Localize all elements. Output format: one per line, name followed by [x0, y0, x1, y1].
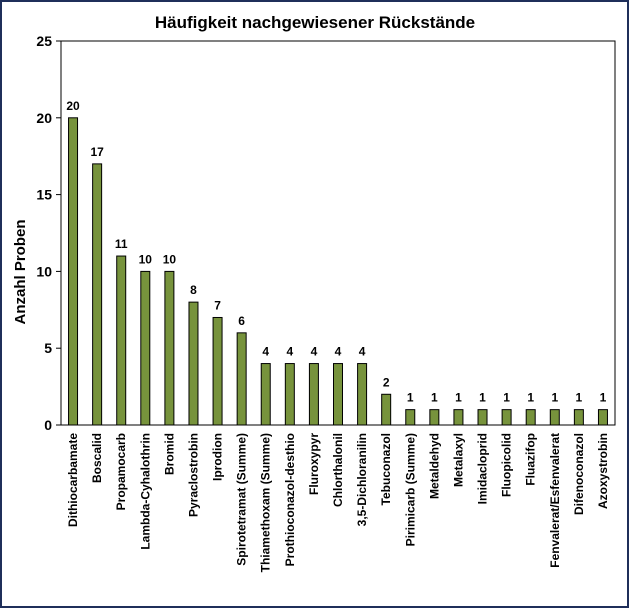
bar: [357, 363, 368, 426]
bar: [573, 409, 584, 426]
y-axis-label: Anzahl Proben: [12, 219, 29, 324]
bar: [405, 409, 416, 426]
data-label: 4: [286, 345, 293, 359]
bar: [68, 117, 79, 426]
x-tick-label: Prothioconazol-desthio: [283, 433, 297, 566]
bar: [597, 409, 608, 426]
bar: [333, 363, 343, 426]
x-tick-label: Thiamethoxam (Summe): [259, 433, 273, 572]
x-tick-label: Propamocarb: [114, 433, 128, 510]
y-tick-label: 25: [36, 33, 52, 49]
x-tick-label: Bromid: [162, 433, 176, 475]
data-label: 1: [407, 391, 414, 405]
bar: [284, 363, 295, 426]
x-tick-label: Spirotetramat (Summe): [235, 433, 249, 566]
x-tick-label: Tebuconazol: [379, 433, 393, 505]
bar: [549, 409, 560, 426]
bar: [381, 393, 392, 426]
bar: [92, 163, 103, 426]
bar: [188, 301, 199, 426]
data-label: 10: [139, 252, 153, 266]
data-label: 1: [551, 391, 558, 405]
data-label: 10: [163, 252, 177, 266]
x-tick-label: Metalaxyl: [451, 433, 465, 487]
x-tick-label: Fenvalerat/Esfenvalerat: [548, 433, 562, 568]
data-label: 4: [262, 345, 269, 359]
data-label: 6: [238, 314, 245, 328]
bar: [477, 409, 488, 426]
x-tick-label: Lambda-Cyhalothrin: [138, 433, 152, 550]
bar: [212, 316, 223, 426]
data-label: 4: [335, 345, 342, 359]
x-tick-label: Imidacloprid: [476, 433, 490, 504]
bar: [525, 409, 536, 426]
data-label: 1: [479, 391, 486, 405]
bar: [164, 270, 175, 426]
bar: [236, 332, 247, 426]
x-tick-label: Pirimicarb (Summe): [403, 433, 417, 546]
y-tick-label: 10: [36, 263, 52, 279]
plot-area: 051015202520Dithiocarbamate17Boscalid11P…: [36, 33, 616, 572]
bar: [140, 270, 151, 426]
chart-title: Häufigkeit nachgewiesener Rückstände: [155, 13, 475, 32]
data-label: 17: [90, 145, 104, 159]
data-label: 4: [311, 345, 318, 359]
x-tick-label: Iprodion: [211, 433, 225, 481]
x-tick-label: Metaldehyd: [427, 433, 441, 499]
bar: [260, 363, 271, 426]
data-label: 1: [576, 391, 583, 405]
x-tick-label: Fluopicolid: [500, 433, 514, 497]
x-tick-label: Fluazifop: [524, 433, 538, 486]
y-tick-label: 0: [44, 417, 52, 433]
bar: [453, 409, 464, 426]
data-label: 7: [214, 298, 221, 312]
x-tick-label: Dithiocarbamate: [66, 433, 80, 527]
data-label: 1: [503, 391, 510, 405]
data-label: 20: [66, 99, 80, 113]
bar: [429, 409, 440, 426]
x-tick-label: Fluroxypyr: [307, 433, 321, 495]
data-label: 2: [383, 375, 390, 389]
data-label: 1: [455, 391, 462, 405]
y-tick-label: 15: [36, 187, 52, 203]
data-label: 8: [190, 283, 197, 297]
bar: [501, 409, 512, 426]
data-label: 1: [600, 391, 607, 405]
x-tick-label: Difenoconazol: [572, 433, 586, 515]
bar: [116, 255, 127, 426]
bar: [308, 363, 319, 426]
data-label: 4: [359, 345, 366, 359]
x-tick-label: Chlorthalonil: [331, 433, 345, 507]
y-tick-label: 5: [44, 340, 52, 356]
data-label: 1: [431, 391, 438, 405]
y-tick-label: 20: [36, 110, 52, 126]
data-label: 11: [115, 237, 128, 251]
x-tick-label: Azoxystrobin: [596, 433, 610, 509]
x-tick-label: 3,5-Dichloranilin: [355, 433, 369, 526]
x-tick-label: Boscalid: [90, 433, 104, 483]
x-tick-label: Pyraclostrobin: [186, 433, 200, 517]
data-label: 1: [527, 391, 534, 405]
